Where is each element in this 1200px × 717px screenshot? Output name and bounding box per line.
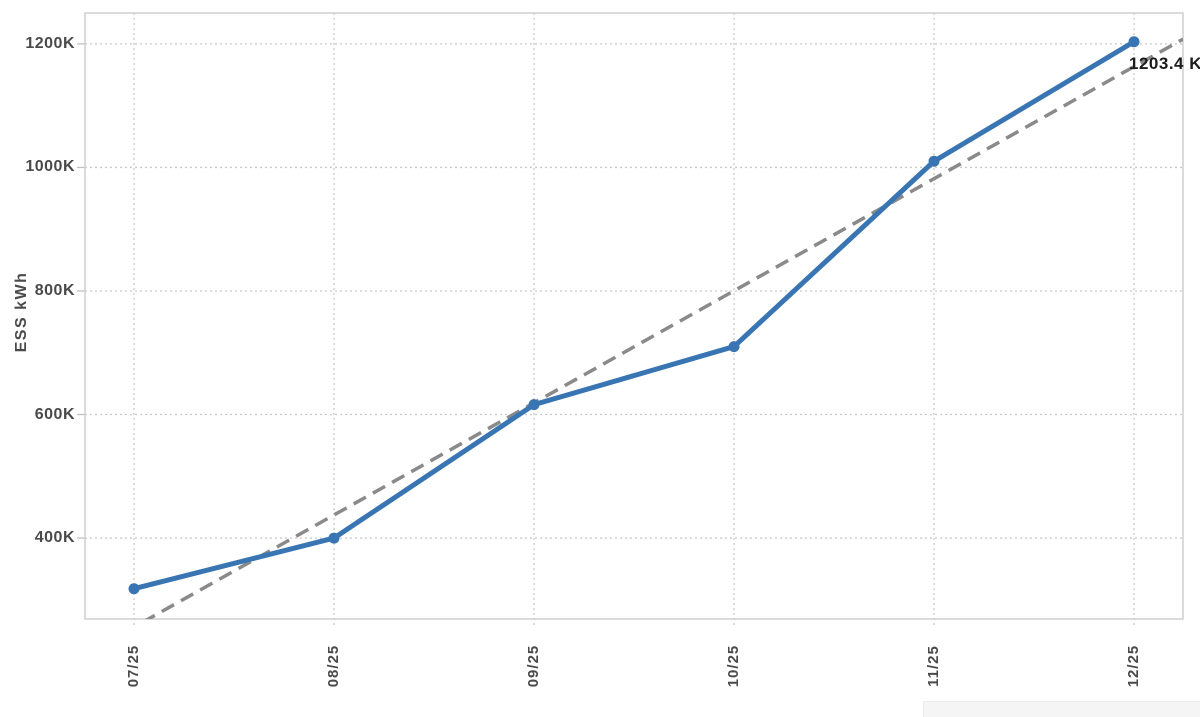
data-point-marker[interactable] bbox=[528, 399, 540, 411]
y-tick-label-600k: 600K bbox=[34, 405, 75, 423]
gridlines bbox=[85, 13, 1183, 627]
last-point-value-label: 1203.4 K bbox=[1129, 53, 1200, 73]
y-tick-marks bbox=[77, 43, 85, 539]
data-point-marker[interactable] bbox=[328, 532, 340, 544]
trendline bbox=[144, 37, 1183, 619]
data-point-marker[interactable] bbox=[1128, 36, 1140, 48]
y-tick-label-1000k: 1000K bbox=[25, 158, 75, 176]
data-point-marker[interactable] bbox=[928, 155, 940, 167]
y-axis-title: ESS kWh bbox=[13, 271, 30, 353]
series-line[interactable] bbox=[131, 39, 1137, 592]
data-point-marker[interactable] bbox=[128, 583, 140, 595]
x-tick-label-0825: 08/25 bbox=[325, 644, 342, 688]
y-tick-label-400k: 400K bbox=[34, 529, 75, 547]
x-tick-label-0925: 09/25 bbox=[525, 644, 542, 688]
plot-border bbox=[84, 12, 1184, 620]
x-tick-label-0725: 07/25 bbox=[125, 644, 142, 688]
data-point-marker[interactable] bbox=[728, 341, 740, 353]
y-tick-label-1200k: 1200K bbox=[25, 34, 75, 52]
x-tick-label-1025: 10/25 bbox=[725, 644, 742, 688]
x-tick-label-1125: 11/25 bbox=[925, 645, 942, 687]
y-tick-label-800k: 800K bbox=[34, 281, 75, 299]
bottom-right-panel-edge bbox=[923, 701, 1200, 717]
x-tick-label-1225: 12/25 bbox=[1125, 644, 1142, 688]
